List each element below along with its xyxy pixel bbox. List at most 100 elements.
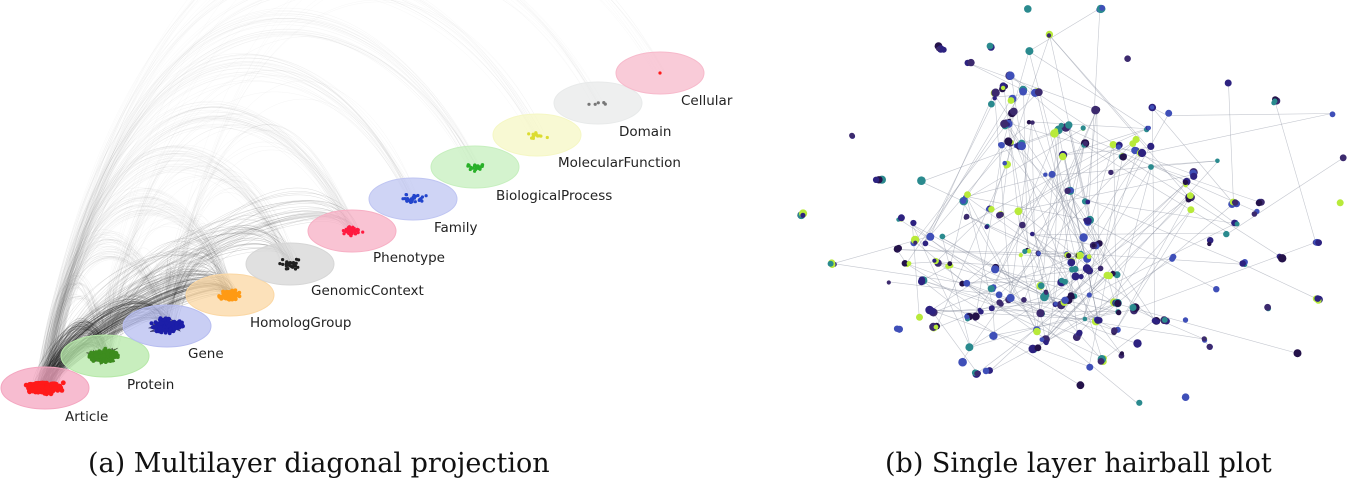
layer-node <box>217 295 222 299</box>
inter-layer-edge <box>46 0 603 389</box>
hairball-node <box>1076 329 1083 336</box>
layer-node <box>168 328 172 333</box>
inter-layer-edge <box>44 272 106 390</box>
inter-layer-edge <box>40 102 345 390</box>
hairball-edge <box>906 263 981 311</box>
hairball-node <box>982 367 990 375</box>
layer-node <box>411 195 415 199</box>
multilayer-projection-panel: Article Protein Gene HomologGroup GenomicCon… <box>0 0 733 425</box>
hairball-node <box>1182 317 1189 323</box>
hairball-node <box>1232 199 1239 206</box>
hairball-node <box>1019 87 1027 96</box>
inter-layer-edge <box>114 177 290 356</box>
layer-node <box>174 322 179 326</box>
hairball-edge <box>1054 133 1078 335</box>
hairball-edge <box>1018 141 1135 211</box>
hairball-edge <box>1020 254 1038 332</box>
inter-layer-edge <box>49 298 115 389</box>
inter-layer-edge <box>39 0 598 389</box>
hairball-edge <box>1028 50 1148 129</box>
hairball-edge <box>1058 124 1256 212</box>
hairball-node <box>1314 295 1321 302</box>
layer-node <box>410 200 414 204</box>
hairball-edge <box>1049 35 1087 202</box>
inter-layer-edge <box>37 206 229 388</box>
hairball-node <box>1043 339 1049 346</box>
hairball-edge <box>964 282 1140 345</box>
hairball-node <box>1043 172 1048 177</box>
hairball-node <box>965 343 974 352</box>
inter-layer-edge <box>172 0 664 325</box>
hairball-node <box>998 142 1005 149</box>
layer-node <box>281 262 285 266</box>
hairball-node <box>1207 241 1212 247</box>
hairball-node <box>1223 230 1230 238</box>
hairball-node <box>886 280 891 285</box>
hairball-node <box>1186 192 1194 200</box>
inter-layer-edge <box>50 0 534 389</box>
hairball-node <box>1017 141 1026 151</box>
hairball-edge <box>1010 142 1046 339</box>
layer-node <box>105 351 110 356</box>
hairball-edge <box>1066 301 1116 331</box>
inter-layer-edge <box>158 264 168 328</box>
hairball-node <box>896 326 903 333</box>
hairball-node <box>1137 148 1147 158</box>
hairball-edge <box>1039 182 1187 313</box>
inter-layer-edge <box>34 0 542 391</box>
layer-node <box>534 131 538 135</box>
layer-node <box>420 199 424 203</box>
hairball-node <box>1131 146 1139 155</box>
hairball-edge <box>1031 121 1148 129</box>
inter-layer-edge <box>96 175 291 355</box>
hairball-node <box>974 370 980 377</box>
inter-layer-edge <box>54 298 105 392</box>
inter-layer-edge <box>47 106 355 389</box>
inter-layer-edge <box>46 211 230 389</box>
hairball-node <box>1000 119 1009 128</box>
inter-layer-edge <box>45 0 601 390</box>
layer-node <box>405 199 409 203</box>
hairball-edge <box>921 132 1055 182</box>
layer-node <box>593 102 597 106</box>
layer-node <box>354 232 358 236</box>
hairball-edge <box>966 175 1045 197</box>
hairball-node <box>1146 125 1152 131</box>
layer-node <box>162 317 167 322</box>
hairball-edge <box>1031 121 1088 258</box>
layer-node <box>355 227 359 231</box>
inter-layer-edge <box>45 107 354 389</box>
inter-layer-edge <box>44 209 228 387</box>
inter-layer-edge <box>53 212 230 387</box>
inter-layer-edge <box>169 231 225 327</box>
hairball-node <box>1053 301 1058 306</box>
hairball-node <box>1119 351 1124 356</box>
hairball-node <box>977 307 982 313</box>
hairball-edge <box>942 143 1114 239</box>
inter-layer-edge <box>43 239 170 386</box>
hairball-edge <box>1141 113 1332 155</box>
hairball-node <box>901 260 909 267</box>
hairball-node <box>1019 221 1026 229</box>
inter-layer-edge <box>164 178 286 326</box>
inter-layer-edge <box>46 231 161 391</box>
layer-node <box>106 358 110 363</box>
inter-layer-edge <box>109 288 115 359</box>
inter-layer-edge <box>40 0 544 390</box>
layer-label-homologgroup: HomologGroup <box>250 315 352 331</box>
hairball-node <box>913 240 918 245</box>
hairball-edge <box>1034 234 1123 356</box>
layer-node <box>545 135 549 140</box>
hairball-node <box>1034 88 1043 97</box>
hairball-edge <box>931 309 1117 312</box>
hairball-node <box>1048 170 1056 178</box>
layer-node <box>174 325 179 330</box>
layer-node <box>401 197 405 201</box>
hairball-node <box>1026 248 1032 254</box>
inter-layer-edge <box>108 215 236 359</box>
inter-layer-edge <box>94 0 657 359</box>
inter-layer-edge <box>166 266 177 329</box>
hairball-node <box>939 233 946 240</box>
hairball-node <box>1081 236 1087 242</box>
hairball-edge <box>923 98 1012 244</box>
